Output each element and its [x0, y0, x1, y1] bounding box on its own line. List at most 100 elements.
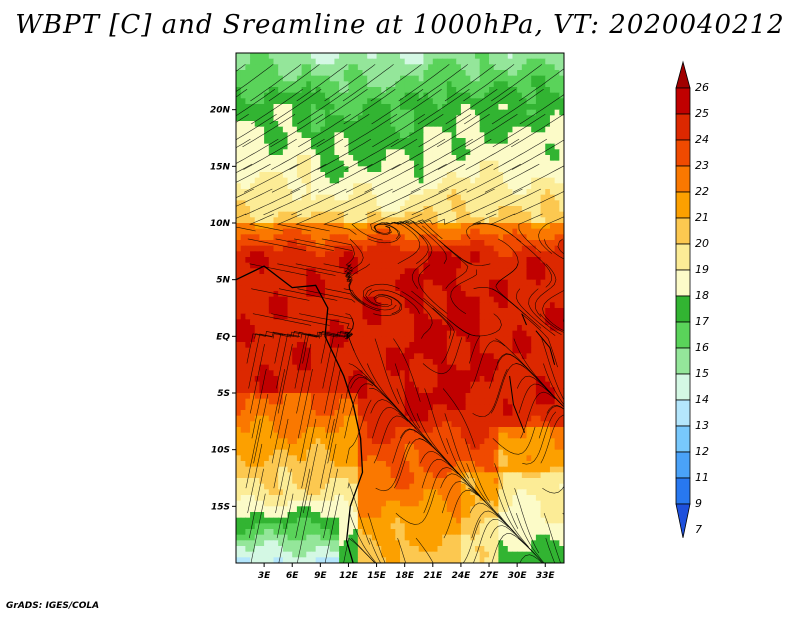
colorbar-segment — [675, 269, 691, 297]
streamline — [300, 331, 350, 339]
streamline — [244, 188, 301, 216]
streamline — [450, 269, 477, 314]
streamline — [493, 138, 548, 170]
streamline — [277, 344, 293, 414]
streamline — [236, 188, 273, 207]
streamline — [351, 213, 383, 241]
streamline — [541, 338, 564, 401]
streamline — [297, 369, 313, 439]
streamline — [373, 223, 400, 240]
streamline — [368, 223, 401, 244]
streamline — [342, 374, 377, 414]
colorbar-segment — [675, 243, 691, 271]
streamline — [373, 415, 409, 464]
colorbar-bottom-arrow — [675, 503, 691, 538]
streamline — [299, 313, 352, 330]
streamline — [567, 428, 613, 459]
streamline — [417, 89, 470, 125]
chart-title: WBPT [C] and Sreamline at 1000hPa, VT: 2… — [15, 10, 785, 40]
streamline — [489, 353, 528, 389]
streamline — [273, 418, 289, 489]
streamline — [395, 489, 436, 525]
streamline — [299, 393, 315, 464]
streamline — [393, 438, 428, 489]
streamline — [364, 163, 419, 193]
colorbar-label: 18 — [695, 289, 709, 302]
streamline — [290, 163, 345, 193]
x-tick-label: 3E — [258, 571, 271, 581]
streamline — [397, 538, 406, 563]
streamline — [443, 245, 469, 289]
streamline — [405, 221, 447, 264]
streamline — [557, 238, 564, 255]
streamline — [368, 289, 420, 314]
streamline — [337, 188, 393, 216]
lake-outline — [535, 330, 556, 365]
streamline — [484, 163, 540, 193]
colorbar-label: 26 — [695, 81, 709, 94]
streamline — [542, 485, 564, 494]
streamline — [236, 113, 249, 123]
streamline — [543, 512, 561, 563]
colorbar-label: 12 — [695, 445, 709, 458]
streamline — [417, 264, 448, 314]
streamline — [319, 188, 375, 216]
streamline — [516, 513, 545, 563]
coastline — [236, 265, 364, 563]
streamline — [411, 234, 433, 289]
streamline — [396, 220, 429, 265]
y-tick-label: 10S — [211, 446, 230, 456]
colorbar-segment — [675, 87, 691, 115]
streamline — [396, 388, 433, 446]
streamline — [269, 89, 322, 125]
streamline — [393, 188, 449, 216]
streamline — [542, 289, 564, 332]
streamline — [513, 338, 552, 394]
streamline — [271, 393, 287, 464]
streamline — [268, 64, 320, 102]
streamline — [446, 438, 481, 497]
streamline — [367, 363, 406, 418]
streamline — [465, 138, 520, 170]
streamline — [513, 191, 564, 216]
y-tick-label: EQ — [216, 332, 230, 342]
colorbar-segment — [675, 139, 691, 167]
streamline — [495, 488, 529, 548]
streamline — [372, 407, 413, 439]
streamline — [323, 263, 352, 291]
streamline — [345, 163, 401, 193]
streamline — [390, 113, 444, 148]
streamline — [298, 113, 351, 148]
streamline — [444, 64, 496, 102]
streamline — [396, 222, 421, 265]
streamline — [470, 340, 506, 389]
streamline — [365, 288, 393, 307]
streamline — [319, 418, 335, 489]
streamline — [271, 313, 330, 326]
streamline — [247, 238, 307, 251]
streamline — [546, 404, 564, 414]
streamline — [345, 138, 399, 170]
streamline — [245, 418, 261, 489]
streamline — [566, 563, 599, 618]
streamline — [385, 213, 441, 225]
streamline — [242, 113, 296, 148]
streamline — [411, 290, 452, 339]
streamline — [253, 393, 269, 464]
streamline — [276, 213, 312, 232]
streamline — [244, 163, 299, 193]
x-tick-label: 30E — [508, 571, 528, 581]
streamline — [275, 238, 334, 251]
streamline — [302, 331, 339, 364]
streamline — [250, 64, 302, 102]
streamline — [464, 89, 516, 125]
streamline — [545, 538, 556, 563]
streamline — [297, 89, 350, 125]
streamline — [473, 518, 509, 563]
streamline — [325, 369, 341, 439]
streamline — [466, 463, 503, 520]
streamline — [512, 165, 564, 193]
y-tick-label: 10N — [210, 219, 231, 229]
colorbar-label: 17 — [695, 315, 709, 328]
x-tick-label: 12E — [339, 571, 359, 581]
